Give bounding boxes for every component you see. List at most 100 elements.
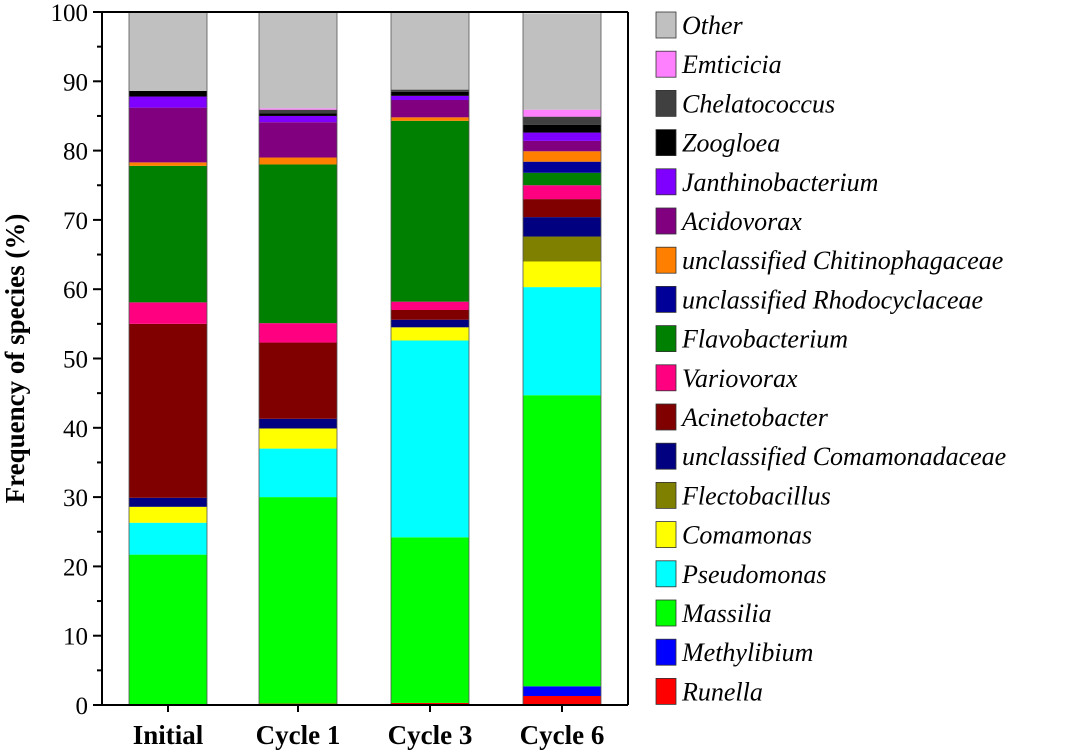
bar-segment-unclassified-chitinophagaceae-cycle-6 xyxy=(523,151,601,162)
legend-label: unclassified Comamonadaceae xyxy=(682,442,1006,471)
legend-label: Pseudomonas xyxy=(681,560,826,589)
y-tick-label: 90 xyxy=(63,69,88,96)
legend-label: Zoogloea xyxy=(682,129,780,158)
axes: 0 10 20 30 40 50 60 70 80 90 100 Frequency of speci… xyxy=(0,0,629,720)
legend-swatch-acinetobacter xyxy=(655,403,677,431)
bar-segment-runella-cycle-3 xyxy=(391,702,469,705)
legend-swatch-unclassified-rhodocyclaceae xyxy=(655,285,677,313)
legend-swatch-methylibium xyxy=(655,638,677,666)
bar-segment-acinetobacter-cycle-1 xyxy=(259,342,337,419)
legend-label: Variovorax xyxy=(682,364,798,393)
y-tick-label: 80 xyxy=(63,139,88,166)
y-tick-label: 70 xyxy=(63,208,88,235)
legend-swatch-chelatococcus xyxy=(655,90,677,117)
bar-segment-unclassified-comamonadaceae-initial xyxy=(129,497,207,507)
bar-segment-acidovorax-cycle-3 xyxy=(391,100,469,118)
bar-segment-pseudomonas-cycle-6 xyxy=(523,287,601,396)
x-tick-label: Cycle 3 xyxy=(388,720,473,750)
bar-segment-emticicia-cycle-1 xyxy=(259,108,337,110)
bar-segment-comamonas-cycle-1 xyxy=(259,428,337,449)
bars: Initial Cycle 1 Cycle 3 Cycle 6 xyxy=(128,11,605,750)
y-tick-label: 100 xyxy=(51,0,89,27)
legend-label: Flectobacillus xyxy=(681,481,831,510)
x-tick-label: Initial xyxy=(133,720,204,750)
y-tick-label: 0 xyxy=(76,693,89,720)
legend-swatch-other xyxy=(655,11,677,39)
bar-segment-acinetobacter-initial xyxy=(129,323,207,498)
bar-segment-unclassified-chitinophagaceae-cycle-1 xyxy=(259,157,337,165)
bar-segment-pseudomonas-cycle-1 xyxy=(259,448,337,498)
legend-swatch-massilia xyxy=(655,599,677,627)
bar-segment-flavobacterium-cycle-6 xyxy=(523,172,601,186)
legend-label: Flavobacterium xyxy=(681,325,848,354)
legend-label: Other xyxy=(682,11,744,40)
legend-swatch-comamonas xyxy=(655,521,677,548)
bar-segment-chelatococcus-cycle-1 xyxy=(259,109,337,114)
bar-segment-variovorax-initial xyxy=(129,302,207,324)
bar-segment-janthinobacterium-initial xyxy=(129,96,207,108)
legend-swatch-janthinobacterium xyxy=(655,168,677,196)
legend-swatch-unclassified-comamonadaceae xyxy=(655,442,677,470)
bar-segment-flectobacillus-cycle-6 xyxy=(523,236,601,262)
bar-segment-unclassified-comamonadaceae-cycle-6 xyxy=(523,217,601,237)
legend-label: Comamonas xyxy=(682,521,812,550)
bar-segment-comamonas-cycle-6 xyxy=(523,261,601,288)
bar-segment-unclassified-comamonadaceae-cycle-1 xyxy=(259,418,337,429)
y-tick-label: 10 xyxy=(63,624,88,651)
legend-swatch-pseudomonas xyxy=(655,560,677,588)
x-tick-label: Cycle 1 xyxy=(256,720,341,750)
bar-segment-chelatococcus-cycle-6 xyxy=(523,116,601,125)
bar-segment-flavobacterium-initial xyxy=(129,165,207,303)
legend-swatch-unclassified-chitinophagaceae xyxy=(655,246,677,274)
bar-segment-comamonas-initial xyxy=(129,506,207,523)
legend-swatch-runella xyxy=(655,678,677,705)
bar-segment-pseudomonas-initial xyxy=(129,522,207,555)
legend-swatch-flavobacterium xyxy=(655,325,677,353)
legend: Other Emticicia Chelatococcus Zoogloea Janth… xyxy=(655,11,1006,706)
bar-segment-acidovorax-cycle-1 xyxy=(259,122,337,158)
bar-segment-acinetobacter-cycle-3 xyxy=(391,309,469,320)
legend-swatch-zoogloea xyxy=(655,129,677,157)
y-axis-label: Frequency of species (%) xyxy=(0,214,30,504)
bar-segment-other-cycle-3 xyxy=(391,12,469,90)
legend-label: Acidovorax xyxy=(680,207,802,236)
bar-segment-other-initial xyxy=(129,12,207,92)
bar-segment-janthinobacterium-cycle-6 xyxy=(523,132,601,141)
legend-label: Chelatococcus xyxy=(682,89,835,118)
x-tick-label: Cycle 6 xyxy=(520,720,605,750)
bar-segment-comamonas-cycle-3 xyxy=(391,327,469,341)
bar-segment-acidovorax-cycle-6 xyxy=(523,140,601,152)
y-tick-label: 20 xyxy=(63,554,88,581)
y-tick-label: 30 xyxy=(63,485,88,512)
legend-swatch-flectobacillus xyxy=(655,481,677,509)
bar-segment-massilia-initial xyxy=(129,554,207,705)
legend-label: Massilia xyxy=(681,599,772,628)
legend-label: Emticicia xyxy=(681,50,782,79)
bar-segment-unclassified-comamonadaceae-cycle-3 xyxy=(391,319,469,328)
bar-segment-methylibium-cycle-6 xyxy=(523,686,601,696)
bar-segment-variovorax-cycle-1 xyxy=(259,323,337,343)
legend-label: Methylibium xyxy=(681,638,813,667)
bar-segment-chelatococcus-cycle-3 xyxy=(391,89,469,92)
bar-segment-massilia-cycle-6 xyxy=(523,395,601,687)
bar-segment-other-cycle-1 xyxy=(259,12,337,109)
bar-segment-unclassified-chitinophagaceae-cycle-3 xyxy=(391,117,469,121)
y-tick-label: 60 xyxy=(63,277,88,304)
bar-segment-flavobacterium-cycle-3 xyxy=(391,120,469,302)
bar-segment-massilia-cycle-3 xyxy=(391,537,469,703)
y-tick-label: 50 xyxy=(63,347,88,374)
bar-segment-zoogloea-initial xyxy=(129,91,207,97)
bar-segment-massilia-cycle-1 xyxy=(259,497,337,704)
bar-segment-unclassified-rhodocyclaceae-cycle-6 xyxy=(523,161,601,173)
y-tick-label: 40 xyxy=(63,416,88,443)
bar-segment-acinetobacter-cycle-6 xyxy=(523,199,601,218)
bar-segment-janthinobacterium-cycle-1 xyxy=(259,115,337,123)
legend-swatch-emticicia xyxy=(655,50,677,78)
bar-segment-emticicia-cycle-6 xyxy=(523,109,601,117)
legend-swatch-variovorax xyxy=(655,364,677,392)
legend-label: unclassified Chitinophagaceae xyxy=(682,246,1003,275)
bar-segment-janthinobacterium-cycle-3 xyxy=(391,95,469,101)
legend-label: Janthinobacterium xyxy=(682,168,878,197)
bar-segment-zoogloea-cycle-3 xyxy=(391,91,469,96)
